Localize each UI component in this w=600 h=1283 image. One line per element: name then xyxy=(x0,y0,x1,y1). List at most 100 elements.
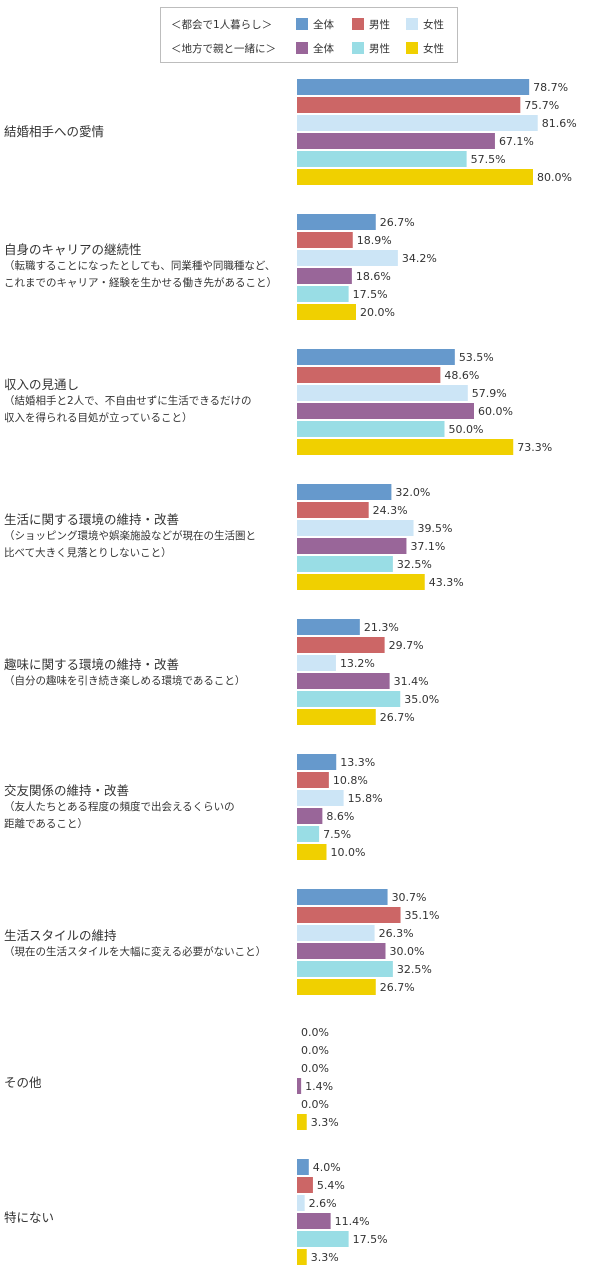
bar-value-label: 37.1% xyxy=(410,540,445,553)
category-title: 交友関係の維持・改善 xyxy=(4,783,130,798)
bar xyxy=(297,1078,302,1094)
bar xyxy=(297,826,320,842)
bar-value-label: 31.4% xyxy=(394,675,429,688)
bar xyxy=(297,286,349,302)
bar xyxy=(297,772,329,788)
bar xyxy=(297,943,386,959)
bar-value-label: 10.8% xyxy=(333,774,368,787)
legend-swatch-city-female xyxy=(406,18,418,30)
bar xyxy=(297,673,390,689)
bar-value-label: 26.3% xyxy=(379,927,414,940)
legend-label-city-female: 女性 xyxy=(423,19,444,31)
bar xyxy=(297,637,385,653)
bar xyxy=(297,1195,305,1211)
category-note: （結婚相手と2人で、不自由せずに生活できるだけの xyxy=(4,395,252,407)
bar-value-label: 3.3% xyxy=(311,1251,339,1264)
bar-value-label: 0.0% xyxy=(301,1044,329,1057)
category-note: 比べて大きく見落とりしないこと） xyxy=(4,547,172,559)
bar-value-label: 0.0% xyxy=(301,1062,329,1075)
category-note: （自分の趣味を引き続き楽しめる環境であること） xyxy=(4,675,246,687)
bar-value-label: 73.3% xyxy=(517,441,552,454)
bar-value-label: 75.7% xyxy=(524,99,559,112)
bar xyxy=(297,907,401,923)
bar xyxy=(297,439,514,455)
bar xyxy=(297,691,401,707)
bar xyxy=(297,484,392,500)
bar-value-label: 18.9% xyxy=(357,234,392,247)
bar xyxy=(297,1114,307,1130)
bar-group: 78.7% 75.7% 81.6% 67.1% 57.5% 80.0% xyxy=(297,79,577,185)
bar-value-label: 32.5% xyxy=(397,963,432,976)
bar xyxy=(297,151,467,167)
bar xyxy=(297,961,393,977)
bar-group: 53.5% 48.6% 57.9% 60.0% 50.0% 73.3% xyxy=(297,349,552,455)
bar xyxy=(297,403,474,419)
category-note: 距離であること） xyxy=(4,818,88,830)
legend-swatch-city-male xyxy=(352,18,364,30)
bar xyxy=(297,790,344,806)
bar-value-label: 13.3% xyxy=(340,756,375,769)
category-title: 趣味に関する環境の維持・改善 xyxy=(4,657,180,672)
bar-value-label: 24.3% xyxy=(373,504,408,517)
bar-group: 21.3% 29.7% 13.2% 31.4% 35.0% 26.7% xyxy=(297,619,439,725)
bar-value-label: 13.2% xyxy=(340,657,375,670)
bar-value-label: 17.5% xyxy=(353,288,388,301)
bar xyxy=(297,538,407,554)
bar-value-label: 7.5% xyxy=(323,828,351,841)
bar-value-label: 50.0% xyxy=(449,423,484,436)
bar-value-label: 35.1% xyxy=(405,909,440,922)
bar xyxy=(297,385,468,401)
bar xyxy=(297,520,414,536)
bar xyxy=(297,619,360,635)
bar-value-label: 26.7% xyxy=(380,711,415,724)
bar-value-label: 1.4% xyxy=(305,1080,333,1093)
bar xyxy=(297,169,533,185)
bar xyxy=(297,1231,349,1247)
bar-group: 4.0% 5.4% 2.6% 11.4% 17.5% 3.3% xyxy=(297,1159,388,1265)
bar xyxy=(297,925,375,941)
bar xyxy=(297,502,369,518)
bar-value-label: 5.4% xyxy=(317,1179,345,1192)
legend-swatch-city-all xyxy=(296,18,308,30)
bar-group: 0.0% 0.0% 0.0% 1.4% 0.0% 3.3% xyxy=(297,1026,339,1130)
bar xyxy=(297,268,352,284)
bar-group: 30.7% 35.1% 26.3% 30.0% 32.5% 26.7% xyxy=(297,889,439,995)
legend-group-label-city: ＜都会で1人暮らし＞ xyxy=(171,19,273,31)
legend-label-city-male: 男性 xyxy=(369,19,390,31)
legend-swatch-rural-male xyxy=(352,42,364,54)
bar-value-label: 60.0% xyxy=(478,405,513,418)
bar-value-label: 11.4% xyxy=(335,1215,370,1228)
bar-value-label: 32.5% xyxy=(397,558,432,571)
bar-value-label: 43.3% xyxy=(429,576,464,589)
bar-value-label: 34.2% xyxy=(402,252,437,265)
bar-value-label: 67.1% xyxy=(499,135,534,148)
bar xyxy=(297,574,425,590)
bar-value-label: 80.0% xyxy=(537,171,572,184)
bar xyxy=(297,1177,313,1193)
legend-group-label-rural: ＜地方で親と一緒に＞ xyxy=(171,43,276,55)
bar xyxy=(297,214,376,230)
bar xyxy=(297,1213,331,1229)
bar-value-label: 0.0% xyxy=(301,1026,329,1039)
bar xyxy=(297,889,388,905)
bar xyxy=(297,133,495,149)
legend-label-rural-all: 全体 xyxy=(313,43,334,55)
bar xyxy=(297,655,336,671)
bar-value-label: 39.5% xyxy=(418,522,453,535)
bar-value-label: 26.7% xyxy=(380,981,415,994)
chart-legend: ＜都会で1人暮らし＞ 全体 男性 女性 ＜地方で親と一緒に＞ 全体 男性 女性 xyxy=(160,7,458,63)
category-note: （友人たちとある程度の頻度で出会えるくらいの xyxy=(4,801,235,813)
bar xyxy=(297,754,337,770)
category-title: 生活に関する環境の維持・改善 xyxy=(4,512,180,527)
category-note: （ショッピング環境や娯楽施設などが現在の生活圏と xyxy=(4,530,256,542)
bar-value-label: 3.3% xyxy=(311,1116,339,1129)
bar xyxy=(297,808,323,824)
bar-value-label: 30.0% xyxy=(390,945,425,958)
bar-value-label: 21.3% xyxy=(364,621,399,634)
bar xyxy=(297,79,530,95)
bar xyxy=(297,556,393,572)
bar-value-label: 35.0% xyxy=(404,693,439,706)
bar-value-label: 4.0% xyxy=(313,1161,341,1174)
bar xyxy=(297,349,455,365)
bar-group: 26.7% 18.9% 34.2% 18.6% 17.5% 20.0% xyxy=(297,214,437,320)
